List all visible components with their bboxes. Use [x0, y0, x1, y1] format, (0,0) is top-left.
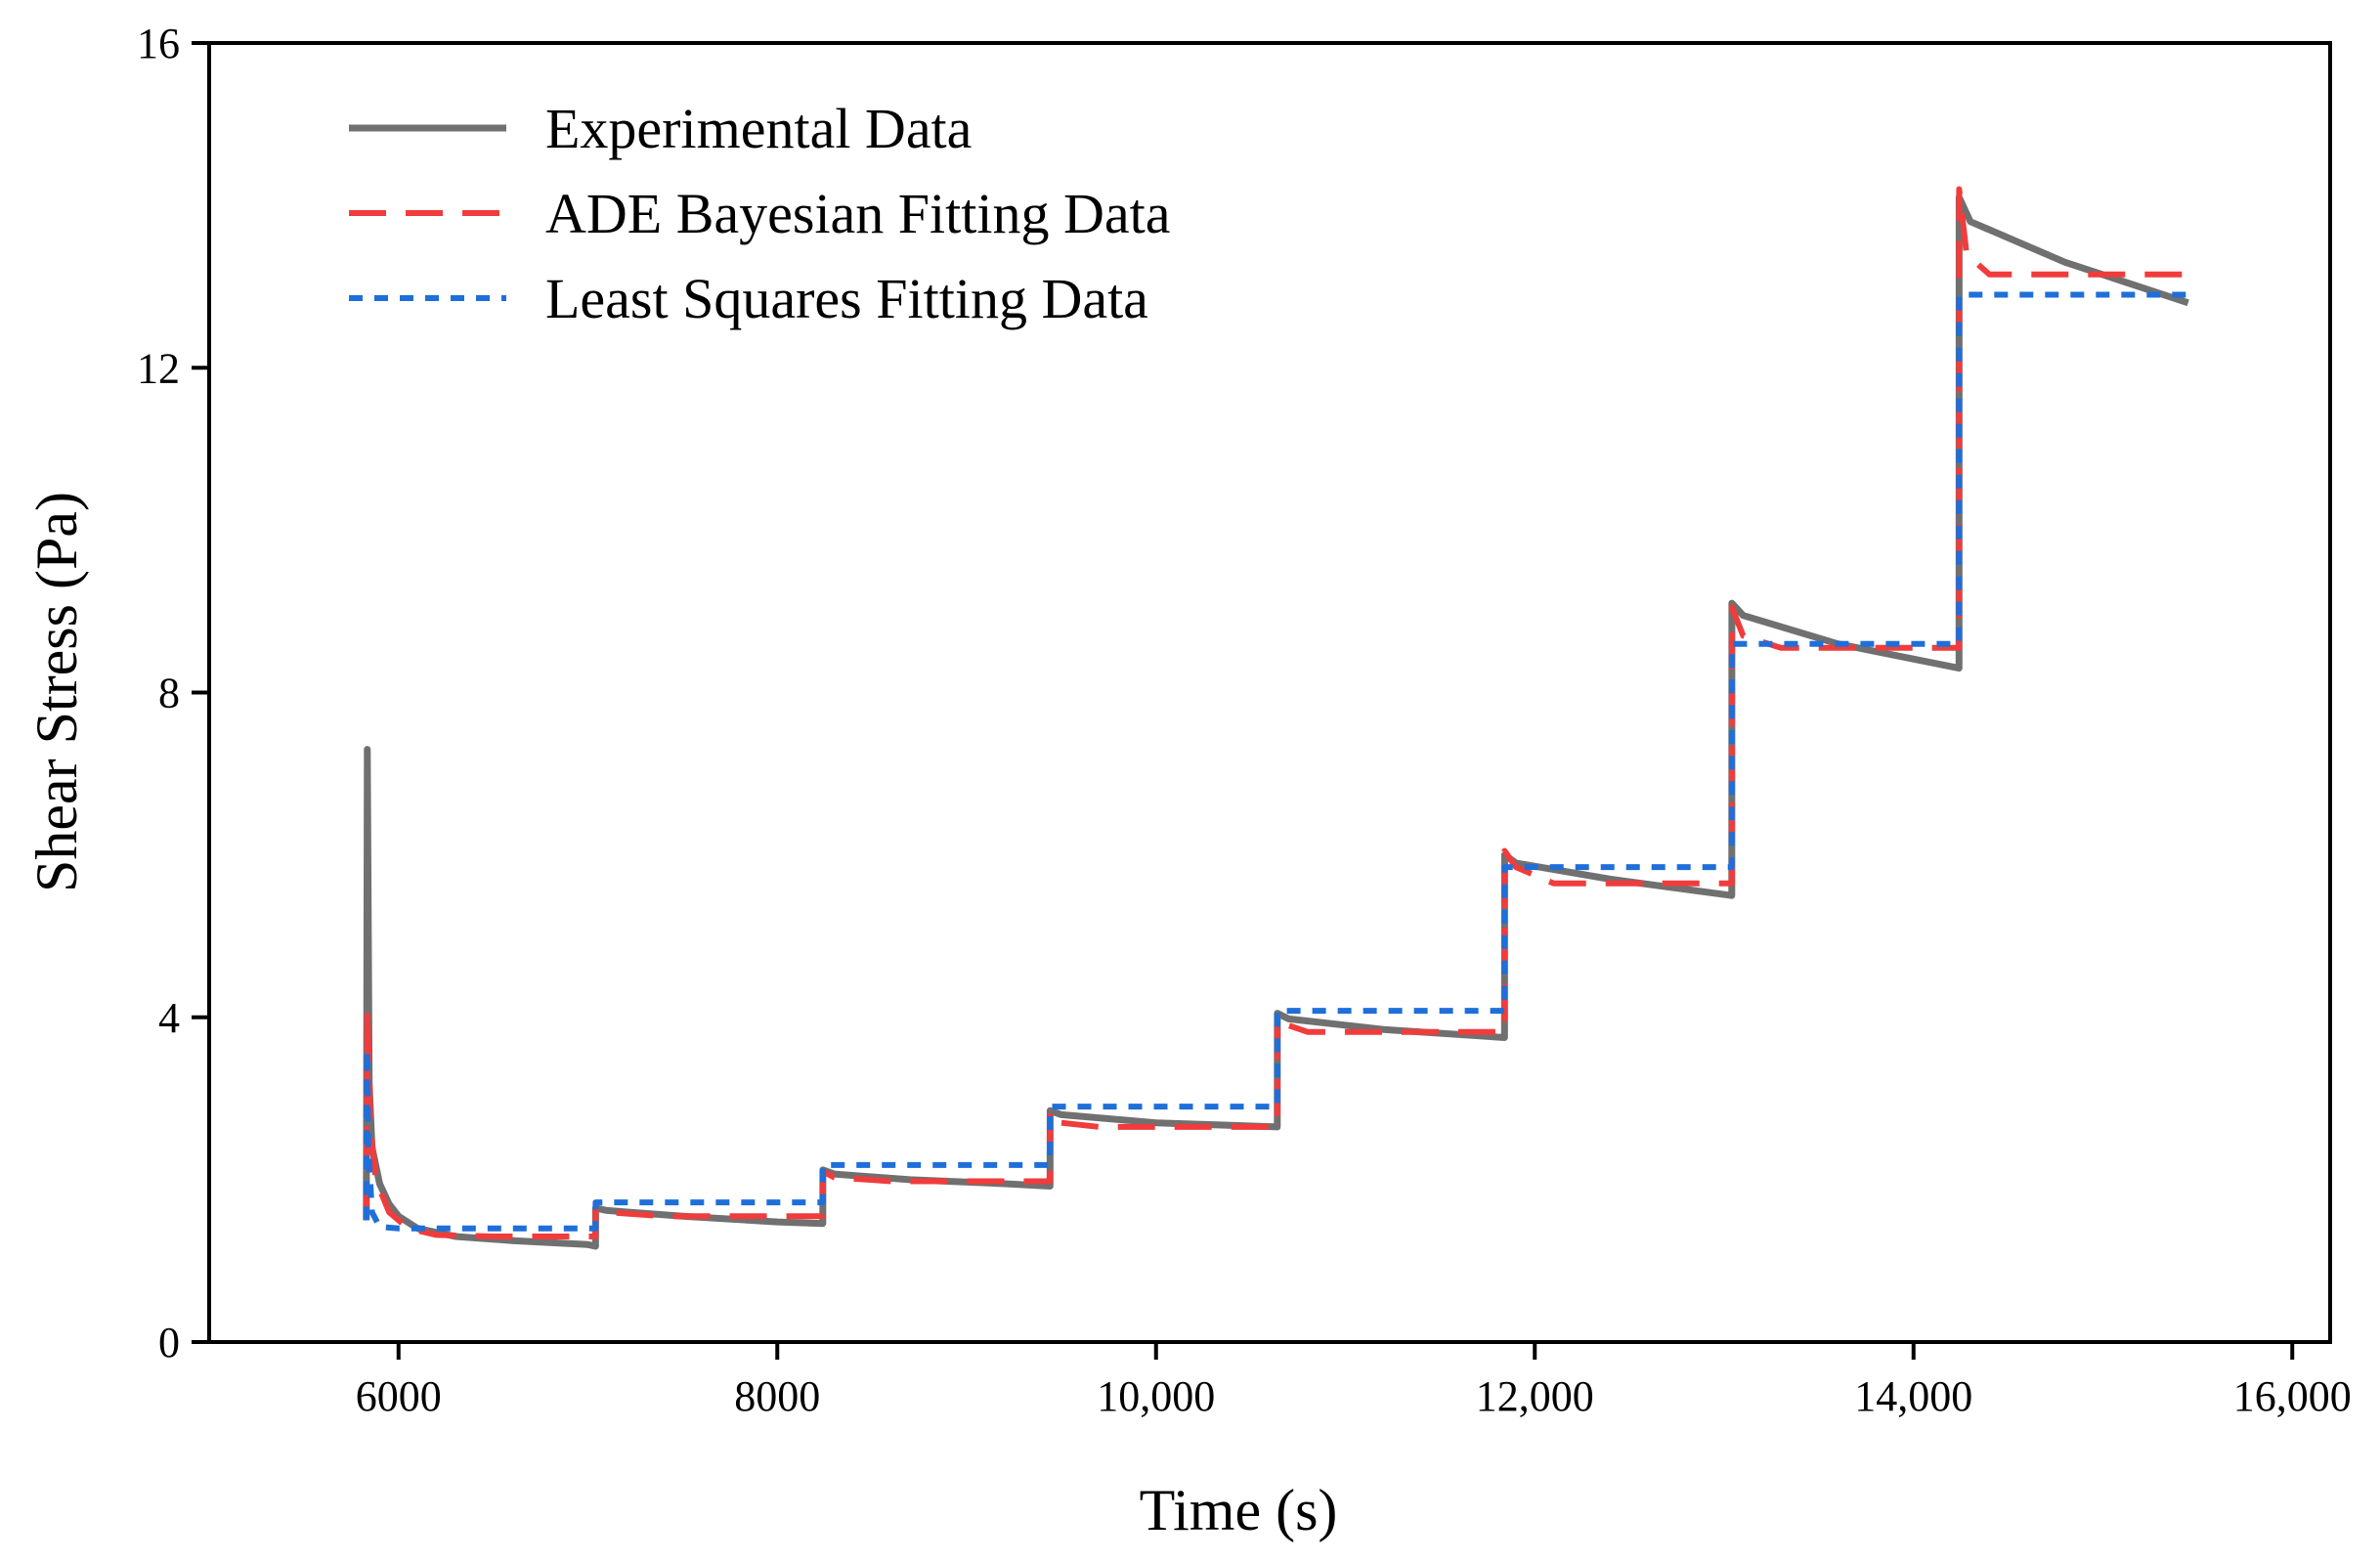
series-line-3 [363, 291, 2188, 1232]
x-tick-label: 16,000 [2233, 1372, 2352, 1420]
y-tick-label: 4 [158, 994, 180, 1042]
y-tick-label: 8 [158, 670, 180, 717]
y-tick-label: 16 [137, 20, 180, 67]
legend: Experimental Data ADE Bayesian Fitting Da… [349, 97, 1171, 330]
legend-label-3: Least Squares Fitting Data [545, 267, 1148, 330]
legend-label-1: Experimental Data [545, 97, 972, 160]
y-tick-label: 0 [158, 1319, 180, 1366]
legend-label-2: ADE Bayesian Fitting Data [545, 182, 1171, 245]
x-axis-label: Time (s) [1140, 1478, 1338, 1542]
plot-lines [363, 186, 2189, 1250]
x-tick-label: 6000 [356, 1372, 442, 1420]
x-tick-label: 8000 [734, 1372, 820, 1420]
series-line-2 [363, 186, 2188, 1239]
x-tick-label: 12,000 [1476, 1372, 1594, 1420]
x-tick-label: 10,000 [1097, 1372, 1215, 1420]
y-tick-label: 12 [137, 344, 180, 392]
y-axis-label: Shear Stress (Pa) [24, 492, 89, 892]
x-tick-label: 14,000 [1854, 1372, 1972, 1420]
axis-ticks: 6000 8000 10,000 12,000 14,000 16,000 0 4 8 12 16 [137, 20, 2352, 1420]
